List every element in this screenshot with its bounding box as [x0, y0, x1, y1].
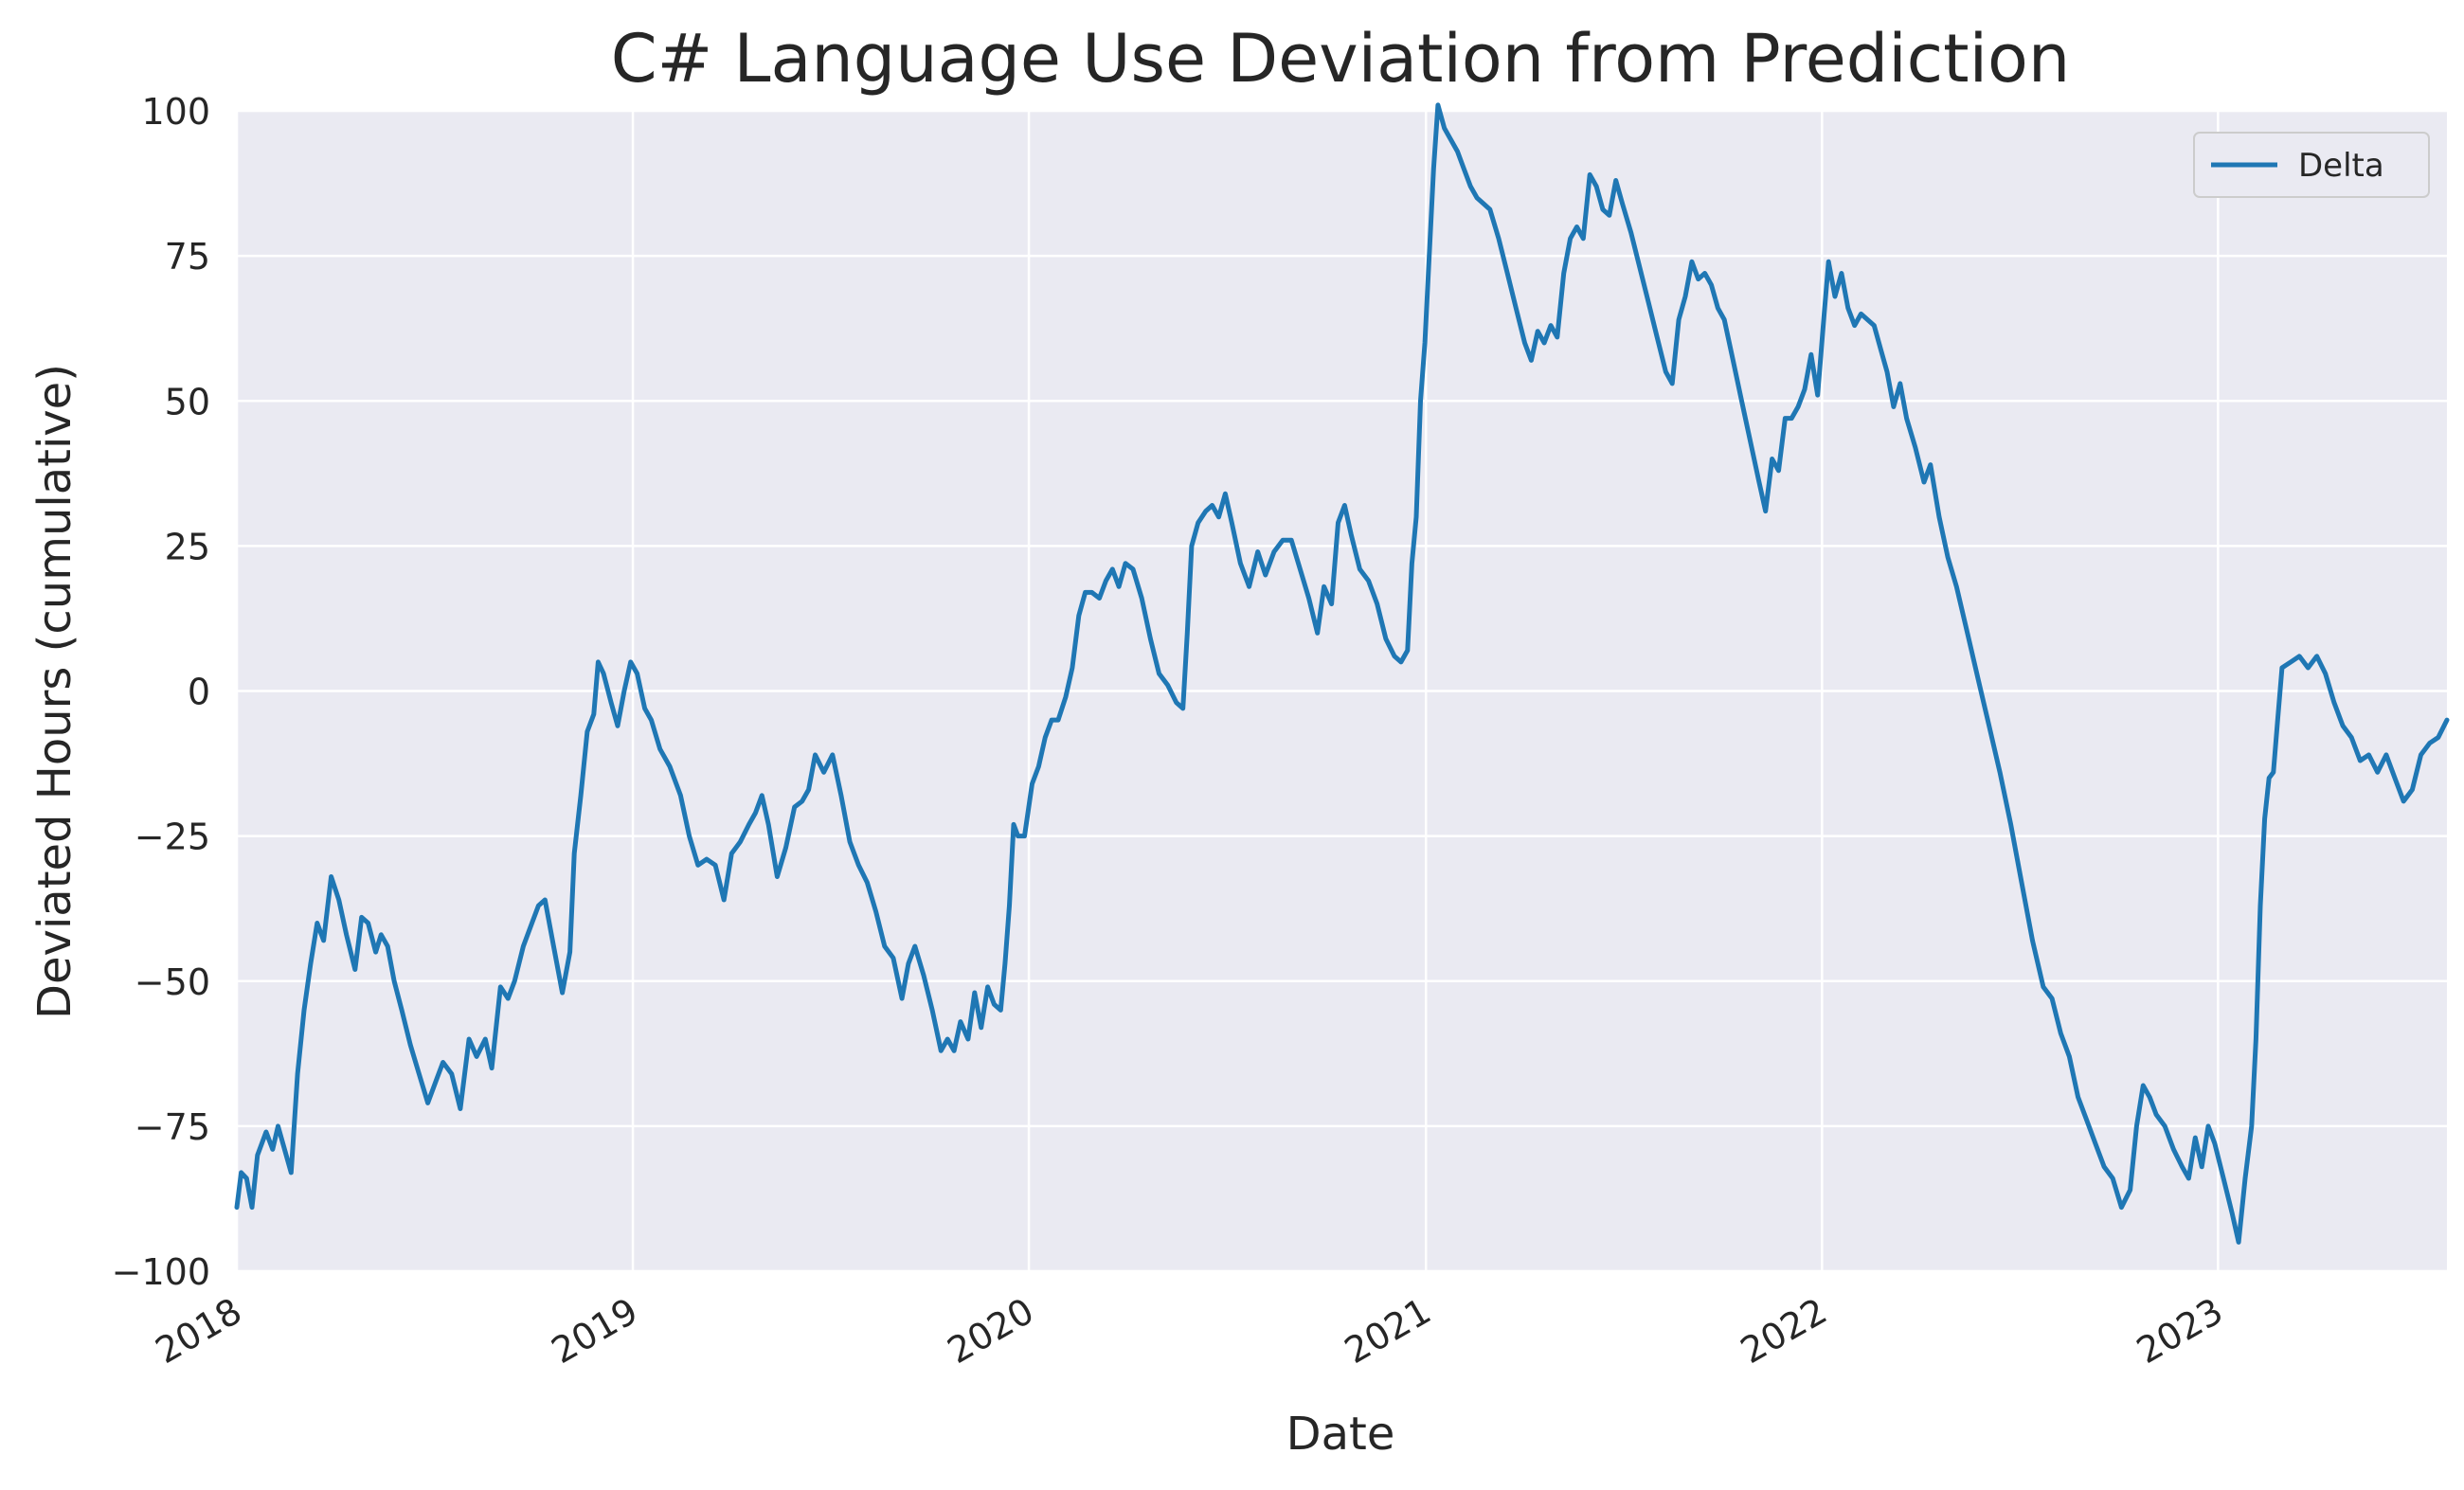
y-tick-label: 25 [165, 526, 210, 567]
y-tick-label: −100 [112, 1251, 210, 1293]
series-line-delta [234, 102, 2450, 1245]
x-tick-label: 2020 [941, 1290, 1041, 1372]
y-tick-label: 75 [165, 236, 210, 278]
x-axis-label: Date [1286, 1408, 1395, 1461]
x-tick-label: 2023 [2130, 1290, 2230, 1372]
x-tick-label: 2021 [1338, 1290, 1438, 1372]
y-tick-label: 50 [165, 381, 210, 422]
y-tick-label: −50 [135, 961, 210, 1003]
legend-label: Delta [2298, 147, 2384, 185]
y-tick-label: 0 [188, 672, 210, 713]
legend: Delta [2193, 132, 2430, 198]
y-tick-label: 100 [141, 91, 210, 133]
plot-area [234, 102, 2450, 1273]
x-tick-label: 2022 [1734, 1290, 1834, 1372]
y-axis-label: Deviated Hours (cumulative) [28, 364, 81, 1019]
y-tick-label: −75 [135, 1106, 210, 1148]
x-tick-label: 2019 [545, 1290, 645, 1372]
chart-title: C# Language Use Deviation from Predictio… [611, 20, 2070, 98]
legend-box [2193, 132, 2430, 198]
y-tick-label: −25 [135, 817, 210, 858]
x-tick-label: 2018 [149, 1290, 249, 1372]
